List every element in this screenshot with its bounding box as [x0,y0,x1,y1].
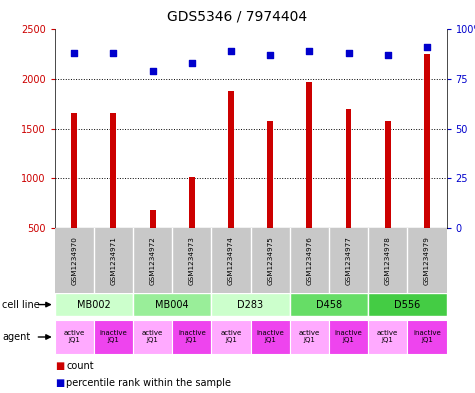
Bar [368,320,407,354]
Bar [267,121,273,277]
Text: percentile rank within the sample: percentile rank within the sample [66,378,231,388]
Bar [211,320,251,354]
Text: active
JQ1: active JQ1 [64,331,85,343]
Text: inactive
JQ1: inactive JQ1 [413,331,441,343]
Bar [290,320,329,354]
Text: D556: D556 [394,299,420,310]
Bar [407,320,446,354]
Bar [306,82,312,277]
Point [227,48,235,55]
Bar [346,109,352,277]
Bar [172,320,211,354]
Text: GSM1234971: GSM1234971 [110,236,116,285]
Text: GSM1234977: GSM1234977 [345,236,352,285]
Text: ■: ■ [55,361,64,371]
Point [305,48,313,55]
Text: inactive
JQ1: inactive JQ1 [335,331,362,343]
Bar [251,320,290,354]
Text: MB002: MB002 [77,299,111,310]
Bar [71,113,77,277]
Point [188,60,196,66]
Bar [189,177,195,277]
Text: inactive
JQ1: inactive JQ1 [256,331,284,343]
Bar [150,210,155,277]
Text: inactive
JQ1: inactive JQ1 [178,331,206,343]
Text: count: count [66,361,94,371]
Text: active
JQ1: active JQ1 [377,331,399,343]
Bar [368,293,446,316]
Text: agent: agent [2,332,30,342]
Text: inactive
JQ1: inactive JQ1 [100,331,127,343]
Text: cell line: cell line [2,299,40,310]
Text: D283: D283 [238,299,264,310]
Point [70,50,78,57]
Point [345,50,352,57]
Bar [133,320,172,354]
Text: GSM1234976: GSM1234976 [306,236,313,285]
Text: GSM1234975: GSM1234975 [267,236,273,285]
Text: D458: D458 [316,299,342,310]
Bar [55,320,94,354]
Text: GDS5346 / 7974404: GDS5346 / 7974404 [167,10,308,24]
Text: GSM1234973: GSM1234973 [189,236,195,285]
Text: MB004: MB004 [155,299,189,310]
Text: GSM1234974: GSM1234974 [228,236,234,285]
Text: active
JQ1: active JQ1 [299,331,320,343]
Text: ■: ■ [55,378,64,388]
Text: active
JQ1: active JQ1 [220,331,242,343]
Text: GSM1234972: GSM1234972 [150,236,156,285]
Bar [55,293,133,316]
Text: active
JQ1: active JQ1 [142,331,163,343]
Text: GSM1234978: GSM1234978 [385,236,391,285]
Bar [228,91,234,277]
Bar [94,320,133,354]
Bar [385,121,390,277]
Bar [111,113,116,277]
Point [423,44,431,50]
Text: GSM1234979: GSM1234979 [424,236,430,285]
Bar [329,320,368,354]
Point [149,68,156,74]
Point [110,50,117,57]
Text: GSM1234970: GSM1234970 [71,236,77,285]
Bar [290,293,368,316]
Bar [424,54,430,277]
Bar [133,293,211,316]
Point [384,52,391,59]
Point [266,52,274,59]
Bar [211,293,290,316]
